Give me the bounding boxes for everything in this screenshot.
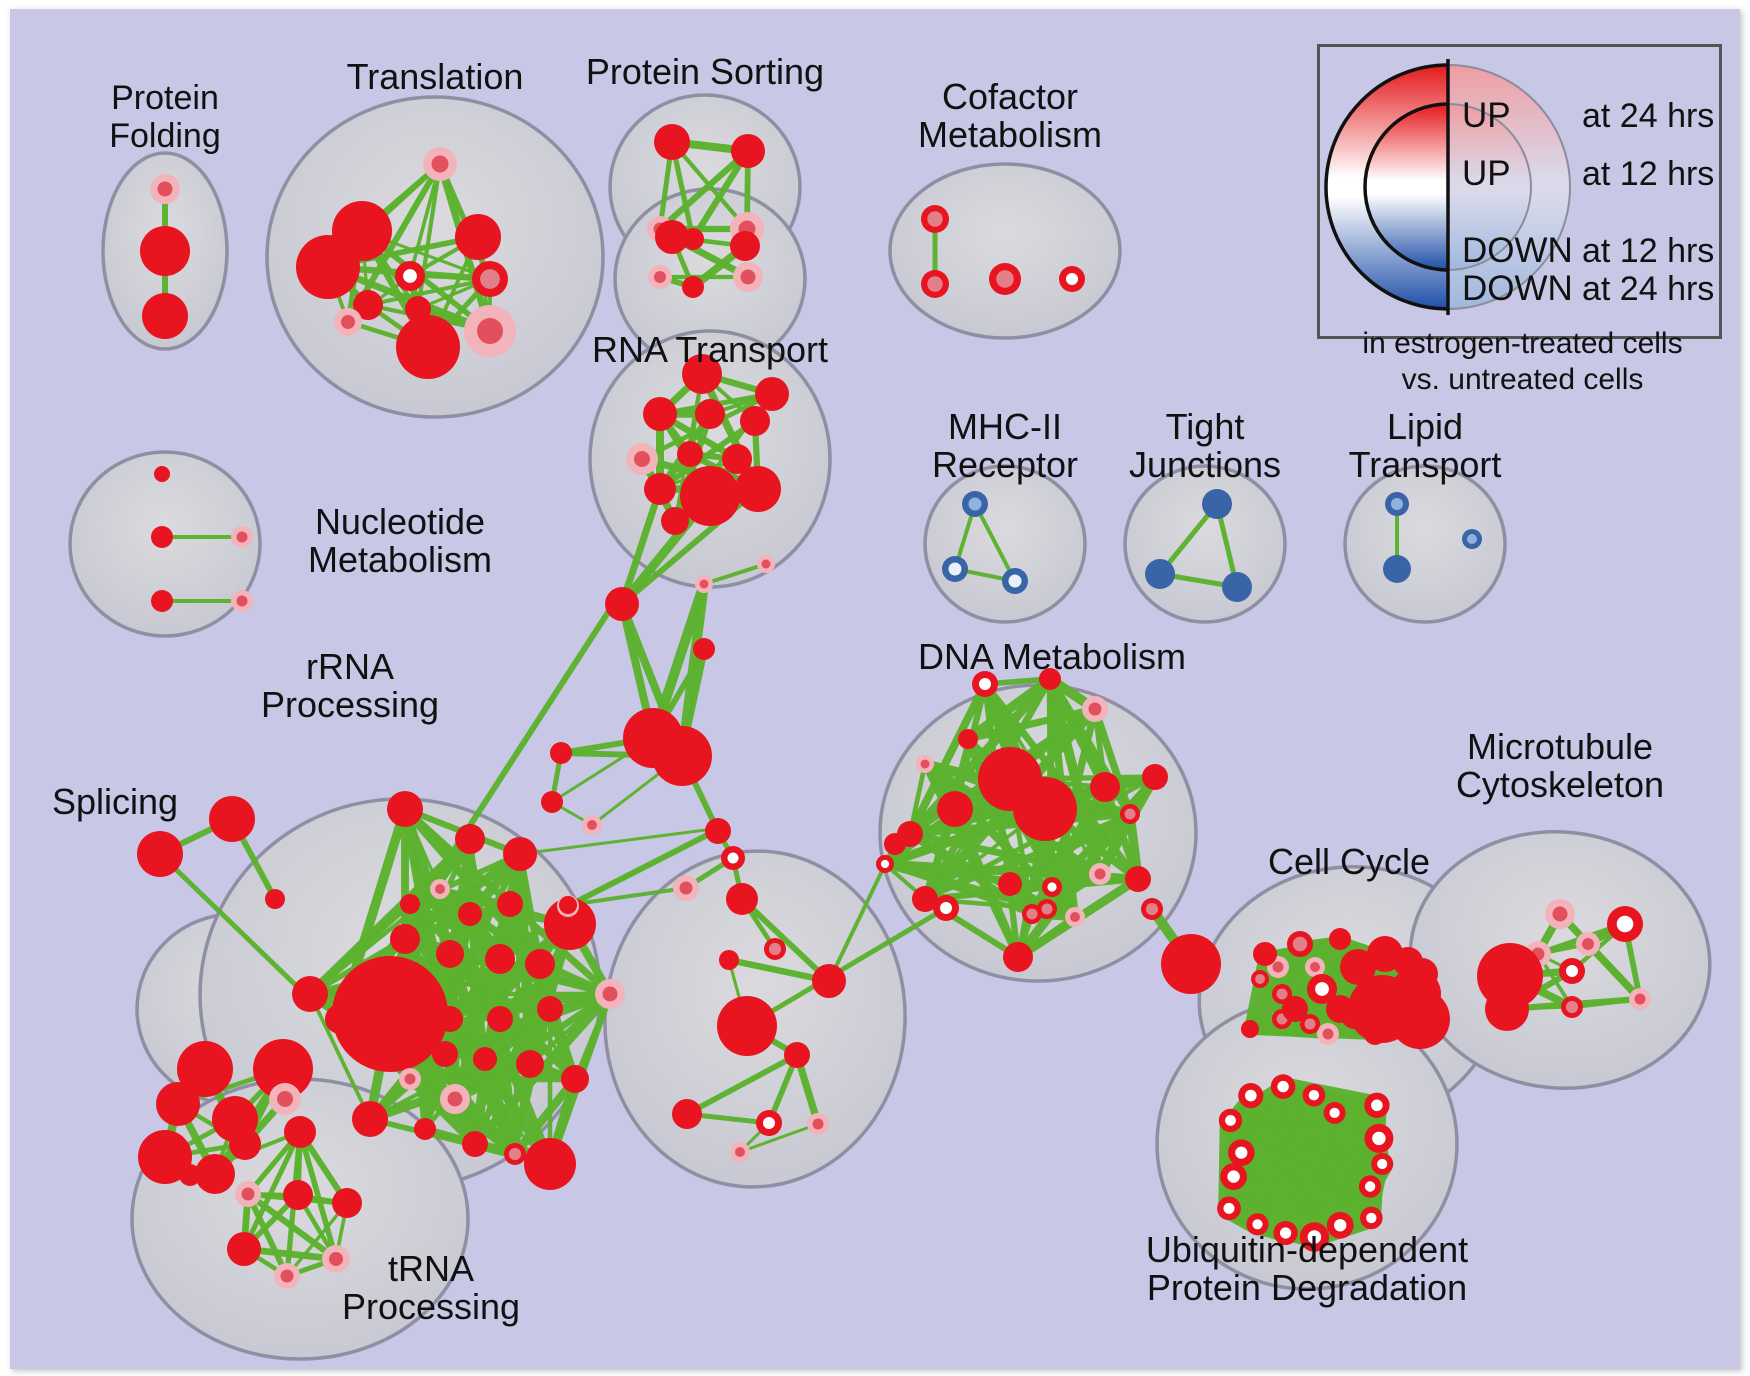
svg-text:DOWN: DOWN	[1462, 231, 1573, 270]
svg-text:at 12 hrs: at 12 hrs	[1582, 232, 1714, 270]
svg-text:at 24 hrs: at 24 hrs	[1582, 270, 1714, 308]
svg-text:UP: UP	[1462, 154, 1511, 193]
svg-text:DOWN: DOWN	[1462, 269, 1573, 308]
svg-text:at 24 hrs: at 24 hrs	[1582, 97, 1714, 135]
svg-text:UP: UP	[1462, 96, 1511, 135]
svg-text:at 12 hrs: at 12 hrs	[1582, 155, 1714, 193]
